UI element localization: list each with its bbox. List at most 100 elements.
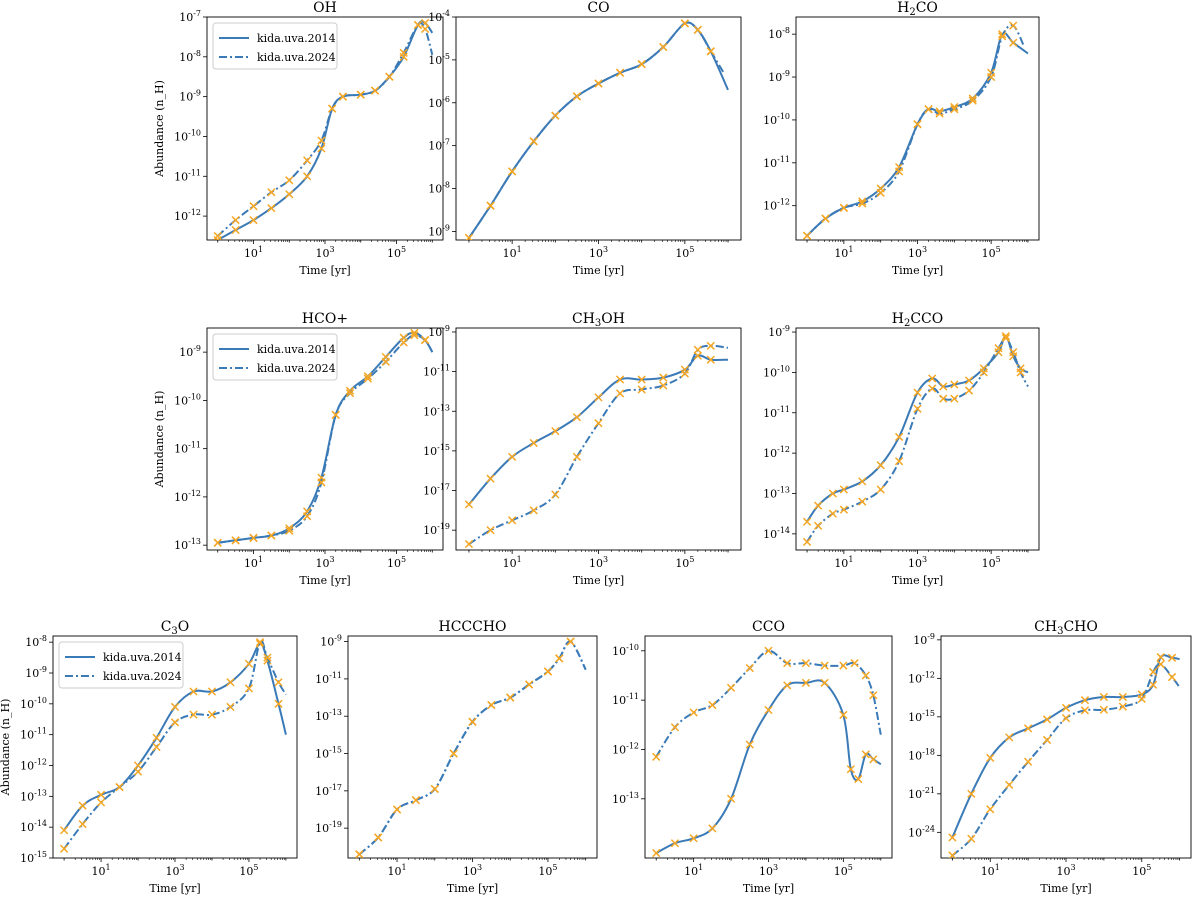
data-point-marker xyxy=(529,506,538,515)
tick-label: 10-12 xyxy=(612,741,639,756)
panel-title: CO xyxy=(587,0,609,16)
data-point-marker xyxy=(572,413,582,422)
panel-10: CH3CHO 101 103 105 10-24 10-21 10-18 10-15 10-12… xyxy=(908,619,1192,895)
tick-label: 10-14 xyxy=(763,526,790,541)
data-point-marker xyxy=(821,214,830,223)
data-point-marker xyxy=(274,678,283,687)
tick-label: 103 xyxy=(589,245,608,260)
data-point-marker xyxy=(508,452,517,461)
data-point-marker xyxy=(964,386,974,395)
series-line-2014 xyxy=(806,335,1029,523)
tick-label: 105 xyxy=(834,863,853,878)
data-point-marker xyxy=(708,824,717,833)
panel-5: CH3OH 101 103 105 10-19 10-17 10-15 10-13 10-11 1… xyxy=(423,311,742,587)
data-point-marker xyxy=(551,426,560,436)
tick-label: 10-9 xyxy=(913,632,935,647)
plot-area xyxy=(355,637,587,858)
data-point-marker xyxy=(670,723,680,732)
series-line-2024 xyxy=(217,22,434,237)
data-point-marker xyxy=(1023,757,1033,766)
tick-label: 10-10 xyxy=(763,112,790,127)
tick-label: 10-19 xyxy=(423,522,450,537)
tick-label: 10-13 xyxy=(174,537,201,552)
tick-label: 10-11 xyxy=(174,441,201,456)
data-point-marker xyxy=(637,385,646,394)
data-point-marker xyxy=(207,687,217,696)
data-point-marker xyxy=(1080,706,1090,715)
data-point-marker xyxy=(1009,38,1018,47)
legend-label: kida.uva.2014 xyxy=(257,32,336,45)
data-point-marker xyxy=(659,381,668,390)
data-point-marker xyxy=(659,42,668,52)
tick-label: 101 xyxy=(503,555,522,570)
data-point-marker xyxy=(302,172,312,181)
data-point-marker xyxy=(594,393,603,402)
data-point-marker xyxy=(302,512,312,521)
data-point-marker xyxy=(189,710,198,719)
data-point-marker xyxy=(858,199,867,208)
tick-label: 103 xyxy=(315,555,334,570)
data-point-marker xyxy=(1167,653,1177,662)
data-point-marker xyxy=(928,384,937,393)
tick-label: 10-9 xyxy=(428,324,450,339)
plot-frame xyxy=(795,16,1040,241)
data-point-marker xyxy=(133,767,143,776)
data-point-marker xyxy=(594,419,603,428)
data-point-marker xyxy=(302,156,312,165)
tick-label: 105 xyxy=(387,245,406,260)
data-point-marker xyxy=(894,457,904,466)
data-point-marker xyxy=(680,19,689,28)
data-point-marker xyxy=(381,357,390,366)
data-point-marker xyxy=(820,678,829,687)
tick-label: 10-13 xyxy=(612,791,639,806)
y-axis-label: Abundance (n_H) xyxy=(153,391,166,489)
tick-label: 10-15 xyxy=(315,746,342,761)
data-point-marker xyxy=(693,25,702,34)
x-axis-label: Time [yr] xyxy=(299,574,350,587)
data-point-marker xyxy=(680,369,689,378)
data-point-marker xyxy=(189,687,198,696)
series-line-2014 xyxy=(468,354,729,506)
plot-area xyxy=(802,331,1029,547)
data-point-marker xyxy=(464,233,474,240)
series-line-2014 xyxy=(358,640,587,856)
data-point-marker xyxy=(939,382,948,391)
data-point-marker xyxy=(986,805,995,814)
tick-label: 10-11 xyxy=(423,364,450,379)
data-point-marker xyxy=(96,798,106,807)
plot-area xyxy=(652,646,882,858)
legend-box xyxy=(58,641,184,689)
data-point-marker xyxy=(133,761,143,770)
plot-frame xyxy=(644,635,893,859)
plot-frame xyxy=(795,327,1040,551)
data-point-marker xyxy=(572,452,582,461)
data-point-marker xyxy=(594,79,603,88)
data-point-marker xyxy=(894,432,904,442)
data-point-marker xyxy=(689,708,698,717)
data-point-marker xyxy=(839,710,848,720)
data-point-marker xyxy=(813,501,823,510)
data-point-marker xyxy=(207,710,217,719)
data-point-marker xyxy=(858,497,867,506)
data-point-marker xyxy=(706,341,715,350)
tick-label: 10-7 xyxy=(179,9,201,24)
tick-label: 10-11 xyxy=(763,155,790,170)
data-point-marker xyxy=(285,190,294,199)
data-point-marker xyxy=(813,521,823,530)
data-point-marker xyxy=(226,702,235,712)
tick-label: 103 xyxy=(759,863,778,878)
data-point-marker xyxy=(392,805,402,814)
legend-label: kida.uva.2024 xyxy=(257,51,336,64)
data-point-marker xyxy=(706,355,715,364)
panel-title: CCO xyxy=(752,619,785,635)
data-point-marker xyxy=(764,646,773,655)
tick-label: 10-9 xyxy=(320,634,342,649)
data-point-marker xyxy=(659,373,668,382)
tick-label: 103 xyxy=(908,555,927,570)
data-point-marker xyxy=(399,338,408,347)
data-point-marker xyxy=(858,477,867,486)
tick-label: 10-12 xyxy=(908,670,935,685)
plot-area xyxy=(213,18,434,240)
data-point-marker xyxy=(317,136,326,145)
data-point-marker xyxy=(935,109,944,118)
